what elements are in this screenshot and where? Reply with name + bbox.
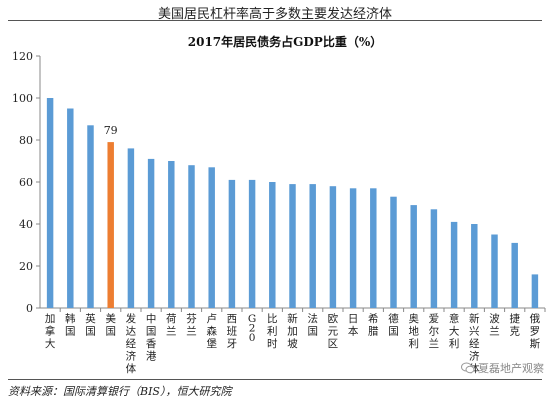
bar xyxy=(107,142,113,308)
x-tick-label: 中国香港 xyxy=(146,312,157,363)
x-tick-label: 新加坡 xyxy=(287,312,298,350)
wechat-icon xyxy=(461,362,475,374)
x-tick-label: 波兰 xyxy=(489,312,500,338)
header: 美国居民杠杆率高于多数主要发达经济体 xyxy=(0,0,550,22)
bar xyxy=(249,180,255,308)
bar xyxy=(410,205,416,308)
x-tick-label: 爱尔兰 xyxy=(429,312,440,350)
bar xyxy=(208,167,214,308)
data-labels: 79 xyxy=(104,124,118,137)
x-tick-label: 英国 xyxy=(85,312,96,338)
x-tick-label: 美国 xyxy=(105,312,116,338)
bar-series xyxy=(47,98,538,308)
x-tick-label: 奥地利 xyxy=(408,312,419,350)
y-tick-label: 20 xyxy=(19,260,33,273)
bar xyxy=(47,98,53,308)
x-tick-label: 德国 xyxy=(388,312,399,338)
y-tick-label: 120 xyxy=(12,50,33,63)
bar xyxy=(188,165,194,308)
bar xyxy=(269,182,275,308)
source-note: 资料来源：国际清算银行（BIS），恒大研究院 xyxy=(8,383,231,399)
bar xyxy=(431,209,437,308)
footer-divider xyxy=(8,379,542,380)
bar xyxy=(289,184,295,308)
bar xyxy=(511,243,517,308)
x-tick-label: 日本 xyxy=(348,313,359,338)
x-tick-label: 荷兰 xyxy=(166,313,177,338)
x-tick-label: 意大利 xyxy=(449,312,460,350)
y-tick-label: 80 xyxy=(19,134,33,147)
x-tick-label: 西班牙 xyxy=(227,313,238,350)
x-tick-label: 加拿大 xyxy=(45,313,56,350)
x-tick-label: 欧元区 xyxy=(328,313,339,350)
y-tick-label: 60 xyxy=(19,176,33,189)
bar xyxy=(390,197,396,308)
x-tick-label: 捷克 xyxy=(509,312,520,338)
x-tick-label: 芬兰 xyxy=(186,313,197,338)
x-tick-label: 卢森堡 xyxy=(206,312,217,350)
chart-title: 2017年居民债务占GDP比重（%） xyxy=(188,34,382,49)
y-tick-label: 40 xyxy=(19,218,33,231)
x-tick-label: 俄罗斯 xyxy=(530,313,541,350)
x-tick-label: 希腊 xyxy=(368,312,379,338)
y-tick-label: 100 xyxy=(12,92,33,105)
x-tick-label: 法国 xyxy=(307,312,318,338)
bar xyxy=(370,188,376,308)
bar xyxy=(168,161,174,308)
bar xyxy=(67,109,73,309)
bar-chart: 2017年居民债务占GDP比重（%） 0 20 40 60 80 100 120 加拿大韩国… xyxy=(0,22,550,378)
header-divider xyxy=(8,20,542,21)
watermark-text: 夏磊地产观察 xyxy=(478,360,544,376)
bar xyxy=(471,224,477,308)
data-label: 79 xyxy=(104,124,118,137)
bar xyxy=(491,235,497,309)
bar xyxy=(148,159,154,308)
bar xyxy=(87,125,93,308)
bar xyxy=(330,186,336,308)
x-tick-label: 比利时 xyxy=(267,312,278,350)
x-tick-label: 发达经济体 xyxy=(126,312,137,375)
bar xyxy=(451,222,457,308)
y-tick-label: 0 xyxy=(26,302,33,315)
watermark: 夏磊地产观察 xyxy=(461,360,544,376)
x-tick-label: 韩国 xyxy=(65,312,76,338)
bar xyxy=(229,180,235,308)
bar xyxy=(128,148,134,308)
bar xyxy=(350,188,356,308)
bar xyxy=(309,184,315,308)
bar xyxy=(532,274,538,308)
